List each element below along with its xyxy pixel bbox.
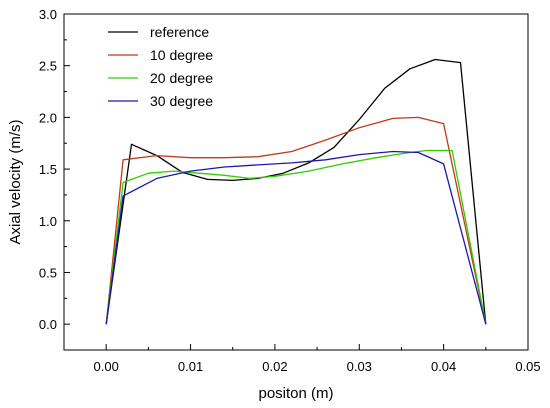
x-tick-label: 0.00 [94, 359, 119, 374]
series-line-20-degree [105, 149, 487, 325]
series-layer [105, 58, 487, 325]
x-tick-label: 0.03 [347, 359, 372, 374]
legend: reference 10 degree 20 degree 30 degree [108, 24, 213, 109]
y-axis: 0.0 0.5 1.0 1.5 2.0 2.5 3.0 [39, 7, 70, 332]
series-line-10-degree [105, 116, 487, 325]
y-tick-label: 3.0 [39, 7, 57, 22]
x-axis-title: positon (m) [258, 385, 333, 402]
y-tick-label: 0.5 [39, 265, 57, 280]
y-tick-label: 2.5 [39, 59, 57, 74]
x-tick-label: 0.01 [178, 359, 203, 374]
series-line-reference [105, 58, 487, 325]
series-line-30-degree [105, 150, 487, 325]
legend-label-30-degree: 30 degree [150, 93, 213, 109]
y-tick-label: 2.0 [39, 110, 57, 125]
x-tick-label: 0.02 [262, 359, 287, 374]
y-axis-title: Axial velocity (m/s) [7, 119, 24, 244]
legend-label-reference: reference [150, 24, 209, 40]
x-tick-label: 0.05 [515, 359, 540, 374]
plot-border [63, 13, 529, 351]
legend-label-20-degree: 20 degree [150, 70, 213, 86]
x-axis: 0.00 0.01 0.02 0.03 0.04 0.05 [63, 344, 541, 374]
x-tick-label: 0.04 [431, 359, 456, 374]
y-tick-label: 1.5 [39, 162, 57, 177]
plot-area [63, 13, 529, 351]
y-tick-label: 1.0 [39, 214, 57, 229]
y-tick-label: 0.0 [39, 317, 57, 332]
legend-label-10-degree: 10 degree [150, 47, 213, 63]
